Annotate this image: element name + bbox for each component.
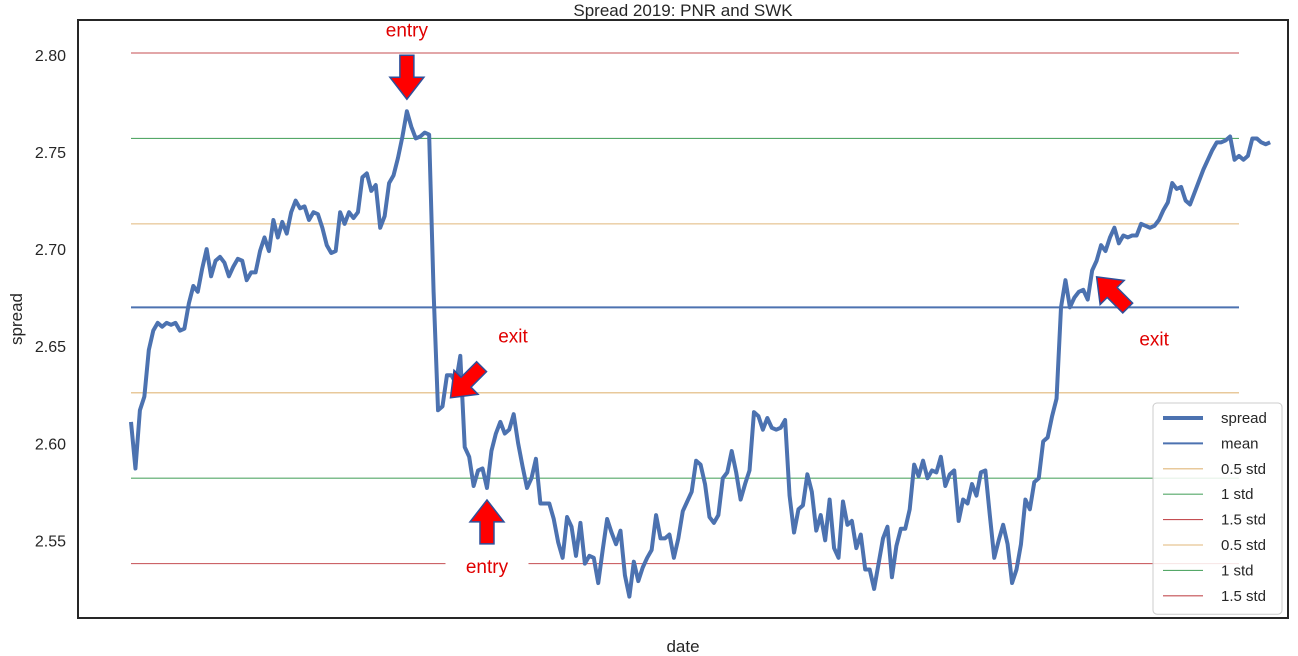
annotation-arrow: [1095, 276, 1134, 315]
y-tick-label: 2.70: [35, 242, 66, 259]
annotation-label-bg: [1118, 325, 1191, 354]
annotation-label: exit: [1139, 329, 1169, 350]
annotation-arrow: [388, 54, 426, 101]
y-tick-label: 2.60: [35, 436, 66, 453]
legend-label: mean: [1221, 435, 1259, 452]
y-tick-label: 2.75: [35, 145, 66, 162]
annotation-arrow: [468, 498, 506, 545]
plot-frame: [77, 19, 1289, 619]
annotation-arrow: [449, 360, 488, 399]
annotation-label: exit: [498, 326, 528, 347]
x-axis-label: date: [666, 637, 699, 656]
chart-title: Spread 2019: PNR and SWK: [573, 1, 793, 20]
legend-label: 0.5 std: [1221, 537, 1266, 554]
legend-label: 0.5 std: [1221, 461, 1266, 478]
legend-label: 1.5 std: [1221, 512, 1266, 529]
legend-label: 1 std: [1221, 562, 1254, 579]
annotation-label: entry: [386, 20, 429, 41]
annotations: entry exit entry exit: [365, 16, 1191, 581]
y-tick-label: 2.65: [35, 339, 66, 356]
annotation-label: entry: [466, 557, 509, 578]
spread-line: [129, 109, 1271, 599]
y-axis-ticks: 2.55 2.60 2.65 2.70 2.75 2.80: [35, 48, 66, 550]
annotation-label-bg: [445, 552, 529, 581]
legend-label: spread: [1221, 410, 1267, 427]
spread-layer: [129, 109, 1271, 599]
y-tick-label: 2.55: [35, 533, 66, 550]
reference-lines: [131, 52, 1239, 565]
legend-box: [1152, 402, 1283, 615]
legend: spread mean 0.5 std 1 std 1.5 std 0.5 std 1 st…: [1152, 402, 1283, 615]
annotation-label-bg: [477, 322, 550, 351]
legend-label: 1 std: [1221, 486, 1254, 503]
y-axis-label: spread: [7, 293, 26, 345]
legend-label: 1.5 std: [1221, 588, 1266, 605]
y-tick-label: 2.80: [35, 48, 66, 65]
